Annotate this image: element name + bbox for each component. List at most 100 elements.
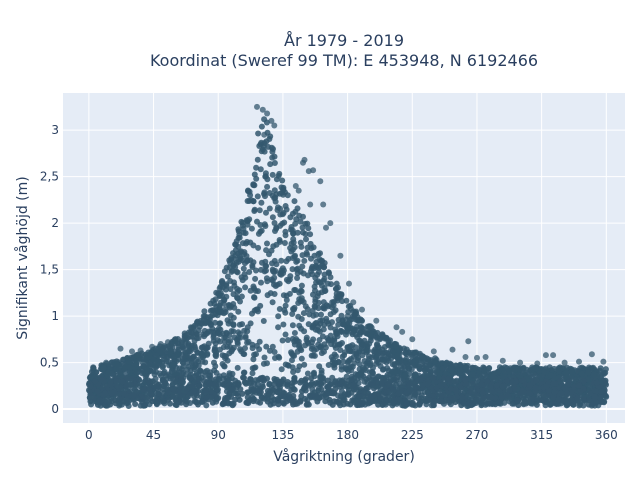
data-point	[264, 393, 271, 400]
data-point	[292, 183, 299, 189]
data-point	[213, 376, 220, 383]
data-point	[399, 328, 406, 335]
data-point	[231, 279, 237, 286]
data-point	[280, 376, 287, 383]
data-point	[332, 359, 339, 366]
data-point	[274, 397, 281, 404]
data-point	[304, 306, 311, 313]
data-point	[300, 159, 306, 166]
data-point	[203, 402, 210, 409]
data-point	[394, 354, 401, 361]
data-point	[153, 380, 160, 387]
data-point	[234, 364, 241, 371]
data-point	[262, 263, 269, 270]
data-point	[264, 240, 270, 247]
data-point	[126, 364, 133, 371]
data-point	[187, 375, 194, 382]
data-point	[457, 362, 464, 369]
data-point	[187, 324, 194, 331]
data-point	[249, 370, 256, 377]
data-point	[319, 333, 326, 340]
data-point	[401, 372, 408, 379]
data-point	[427, 397, 434, 404]
data-point	[284, 192, 291, 199]
data-point	[261, 354, 268, 361]
data-point	[231, 334, 238, 341]
x-tick-label: 0	[85, 428, 93, 442]
data-point	[240, 369, 247, 376]
data-point	[543, 383, 550, 390]
data-point	[273, 225, 280, 232]
data-point	[586, 397, 593, 404]
data-point	[359, 306, 365, 313]
data-point	[555, 400, 562, 407]
data-point	[327, 311, 334, 318]
data-point	[418, 392, 425, 399]
data-point	[379, 379, 385, 385]
data-point	[261, 189, 268, 196]
data-point	[423, 366, 430, 373]
data-point	[321, 348, 327, 355]
y-tick-label: 0,5	[40, 356, 59, 370]
data-point	[379, 331, 386, 338]
data-point	[262, 258, 269, 265]
data-point	[157, 341, 164, 347]
data-point	[304, 244, 311, 251]
data-point	[188, 358, 195, 365]
data-point	[214, 386, 221, 393]
data-point	[264, 360, 270, 367]
data-point	[302, 231, 309, 237]
data-point	[367, 360, 374, 367]
data-point	[602, 366, 609, 373]
data-point	[356, 398, 362, 405]
data-point	[275, 313, 282, 320]
data-point	[286, 276, 293, 283]
data-point	[568, 368, 575, 375]
data-point	[534, 395, 541, 402]
data-point	[301, 257, 308, 264]
data-point	[309, 271, 316, 278]
y-axis-title: Signifikant våghöjd (m)	[14, 176, 31, 339]
data-point	[249, 341, 256, 348]
data-point	[128, 354, 135, 361]
data-point	[294, 265, 301, 272]
data-point	[406, 393, 413, 400]
data-point	[261, 116, 268, 123]
data-point	[318, 311, 324, 318]
data-point	[294, 229, 301, 236]
data-point	[224, 394, 231, 401]
data-point	[236, 287, 243, 294]
data-point	[279, 265, 286, 272]
data-point	[401, 380, 408, 386]
x-tick-label: 360	[595, 428, 618, 442]
data-point	[170, 376, 176, 383]
data-point	[282, 203, 289, 209]
data-point	[358, 371, 365, 378]
data-point	[132, 401, 139, 407]
data-point	[363, 340, 370, 347]
data-point	[324, 280, 331, 287]
data-point	[366, 323, 373, 330]
data-point	[178, 399, 185, 406]
data-point	[406, 380, 413, 387]
data-point	[344, 313, 351, 320]
data-point	[183, 401, 190, 408]
data-point	[443, 397, 450, 404]
data-point	[257, 376, 264, 383]
data-point	[306, 392, 313, 399]
data-point	[383, 397, 389, 403]
data-point	[325, 384, 331, 391]
data-point	[585, 401, 592, 408]
data-point	[275, 324, 282, 331]
data-point	[238, 348, 245, 355]
data-point	[337, 252, 344, 259]
data-point	[462, 364, 469, 371]
data-point	[251, 208, 258, 214]
data-point	[499, 383, 506, 390]
data-point	[250, 198, 257, 205]
data-point	[235, 308, 242, 315]
data-point	[271, 257, 278, 264]
data-point	[246, 216, 253, 223]
data-point	[472, 364, 479, 371]
data-point	[119, 378, 126, 385]
